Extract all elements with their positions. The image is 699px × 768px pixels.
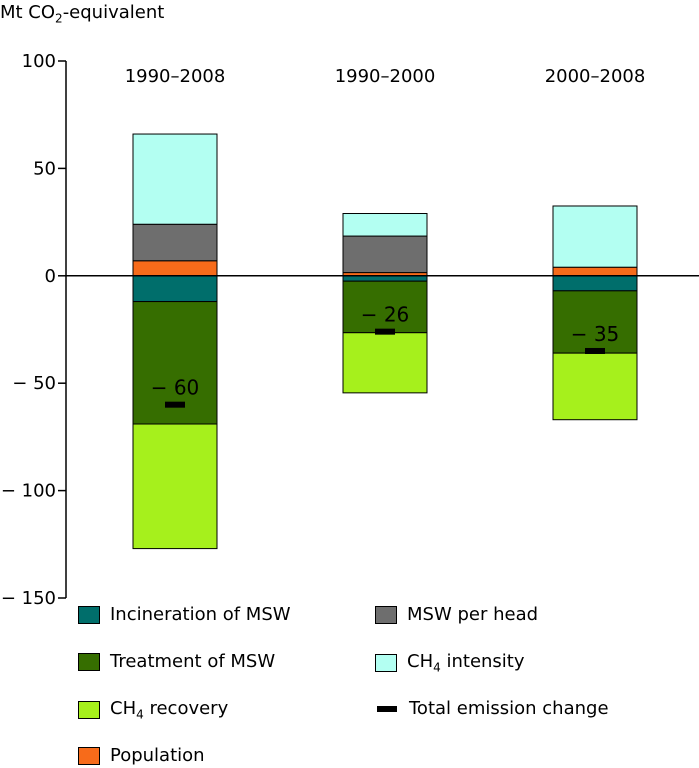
total-change-marker (165, 401, 185, 408)
bar-segment (552, 266, 638, 277)
category-label: 1990–2008 (125, 66, 226, 87)
bar-segment (132, 275, 218, 303)
y-tick-label: − 150 (1, 588, 56, 609)
total-change-marker (375, 328, 395, 335)
bar-segment (552, 275, 638, 292)
bar-segment (132, 423, 218, 550)
bar-segment (342, 275, 428, 282)
bar-segment (552, 290, 638, 354)
bar-segment (552, 205, 638, 268)
y-tick-label: 100 (22, 51, 56, 72)
category-label: 1990–2000 (335, 66, 436, 87)
bar-segment (342, 332, 428, 394)
bar-segment (342, 280, 428, 334)
bar-segment (132, 223, 218, 262)
y-axis-title: Mt CO2-equivalent (0, 2, 165, 26)
y-tick-label: − 100 (1, 481, 56, 502)
y-tick-label: 0 (45, 266, 56, 287)
total-change-label: − 60 (151, 376, 200, 400)
category-label: 2000–2008 (545, 66, 646, 87)
bar-segment (552, 352, 638, 421)
bar-segment (342, 213, 428, 237)
total-change-marker (585, 347, 605, 354)
y-tick-label: 50 (33, 158, 56, 179)
total-change-label: − 26 (361, 303, 410, 327)
y-tick-label: − 50 (12, 373, 56, 394)
bar-segment (132, 260, 218, 277)
bar-segment (342, 235, 428, 274)
total-change-label: − 35 (571, 322, 620, 346)
bar-segment (132, 133, 218, 225)
